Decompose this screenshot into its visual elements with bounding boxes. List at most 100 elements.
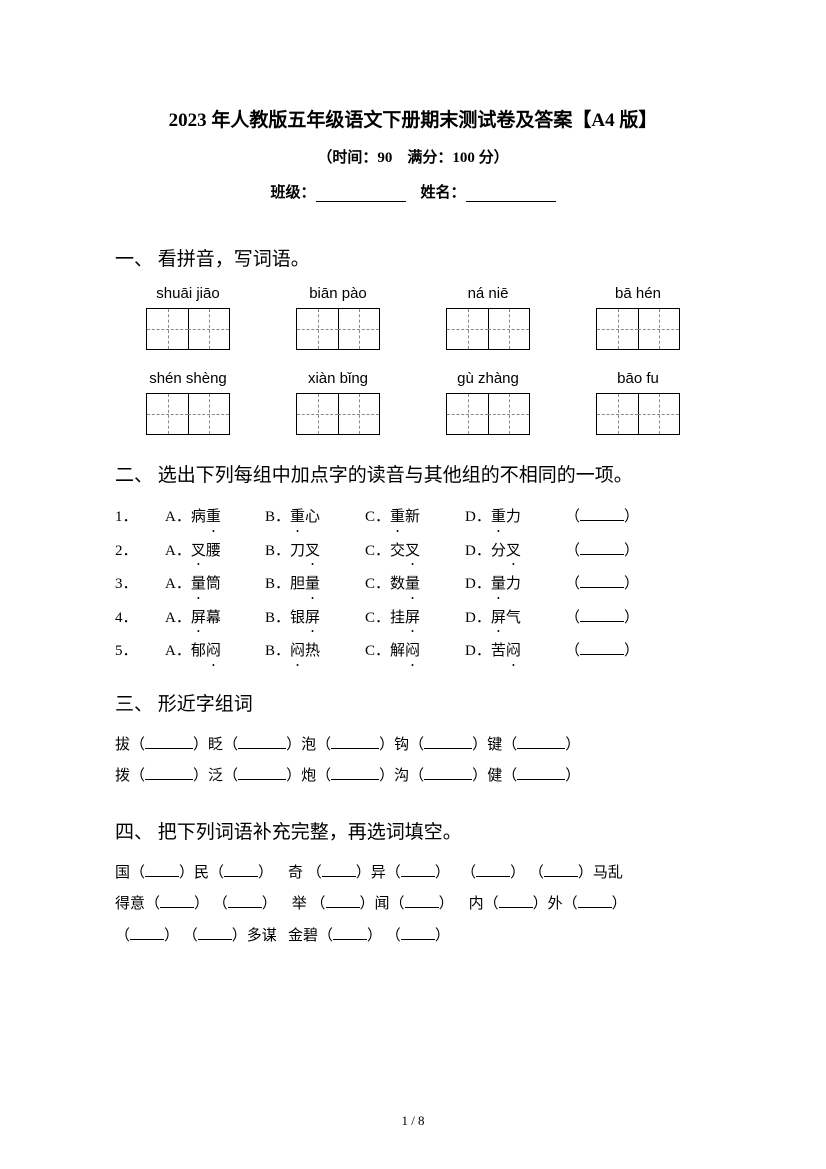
fill-blank[interactable] xyxy=(333,928,367,940)
fill-blank[interactable] xyxy=(401,928,435,940)
fill-blank[interactable] xyxy=(145,865,179,877)
q-option: A．叉腰 xyxy=(165,539,265,565)
class-blank[interactable] xyxy=(316,188,406,202)
word-blank[interactable]: 泡（） xyxy=(301,730,394,762)
section4-body: 国（）民（） 奇 （）异（） （） （）马乱 得意（） （） 举 （）闻（） 内… xyxy=(115,858,711,953)
q-option: B．胆量 xyxy=(265,572,365,598)
table-row: 1． A．病重 B．重心 C．重新 D．重力 （） xyxy=(115,505,711,531)
table-row: 3． A．量筒 B．胆量 C．数量 D．量力 （） xyxy=(115,572,711,598)
fill-blank[interactable] xyxy=(544,865,578,877)
fill-blank[interactable] xyxy=(130,928,164,940)
table-row: 4． A．屏幕 B．银屏 C．挂屏 D．屏气 （） xyxy=(115,606,711,632)
pinyin-section: shuāi jiāo biān pào ná niē bā hén shén s… xyxy=(115,285,711,435)
word-blank[interactable]: 键（） xyxy=(487,730,580,762)
q-num: 1． xyxy=(115,505,165,531)
fill-blank[interactable] xyxy=(322,865,356,877)
q-option: D．屏气 xyxy=(465,606,565,632)
char-input-box[interactable] xyxy=(146,393,230,435)
word-blank[interactable]: 健（） xyxy=(487,761,580,793)
q-option: B．重心 xyxy=(265,505,365,531)
fill-blank[interactable] xyxy=(198,928,232,940)
q-num: 2． xyxy=(115,539,165,565)
class-label: 班级： xyxy=(270,185,315,201)
pinyin-text: ná niē xyxy=(425,285,551,302)
answer-blank[interactable]: （） xyxy=(565,572,639,598)
q-option: B．银屏 xyxy=(265,606,365,632)
char-input-box[interactable] xyxy=(146,308,230,350)
word-blank[interactable]: 拔（） xyxy=(115,730,208,762)
char-input-box[interactable] xyxy=(296,393,380,435)
q-option: A．屏幕 xyxy=(165,606,265,632)
word-blank[interactable]: 泛（） xyxy=(208,761,301,793)
char-input-box[interactable] xyxy=(596,393,680,435)
word-blank[interactable]: 钩（） xyxy=(394,730,487,762)
char-input-box[interactable] xyxy=(446,393,530,435)
fill-blank[interactable] xyxy=(401,865,435,877)
q-num: 5． xyxy=(115,639,165,665)
word-blank[interactable]: 拨（） xyxy=(115,761,208,793)
pinyin-row-2: shén shèng xiàn bǐng gù zhàng bāo fu xyxy=(115,370,711,435)
q-option: D．苦闷 xyxy=(465,639,565,665)
q-num: 4． xyxy=(115,606,165,632)
answer-blank[interactable]: （） xyxy=(565,639,639,665)
answer-blank[interactable]: （） xyxy=(565,539,639,565)
fill-blank[interactable] xyxy=(224,865,258,877)
idiom-row: 国（）民（） 奇 （）异（） （） （）马乱 xyxy=(115,858,711,890)
section3-title: 三、 形近字组词 xyxy=(115,689,711,716)
q-option: A．郁闷 xyxy=(165,639,265,665)
q-num: 3． xyxy=(115,572,165,598)
pinyin-text: bā hén xyxy=(575,285,701,302)
section4-title: 四、 把下列词语补充完整，再选词填空。 xyxy=(115,817,711,844)
pinyin-row-1: shuāi jiāo biān pào ná niē bā hén xyxy=(115,285,711,350)
fill-blank[interactable] xyxy=(326,896,360,908)
page-number: 1 / 8 xyxy=(401,1113,424,1129)
word-blank[interactable]: 眨（） xyxy=(208,730,301,762)
fill-blank[interactable] xyxy=(405,896,439,908)
pinyin-text: biān pào xyxy=(275,285,401,302)
exam-subtitle: （时间：90 满分：100 分） xyxy=(115,146,711,167)
pinyin-text: gù zhàng xyxy=(425,370,551,387)
table-row: 5． A．郁闷 B．闷热 C．解闷 D．苦闷 （） xyxy=(115,639,711,665)
answer-blank[interactable]: （） xyxy=(565,505,639,531)
answer-blank[interactable]: （） xyxy=(565,606,639,632)
char-input-box[interactable] xyxy=(296,308,380,350)
char-input-box[interactable] xyxy=(446,308,530,350)
fill-blank[interactable] xyxy=(578,896,612,908)
q-option: C．解闷 xyxy=(365,639,465,665)
table-row: 拔（） 眨（） 泡（） 钩（） 键（） xyxy=(115,730,711,762)
student-info-line: 班级： 姓名： xyxy=(115,181,711,202)
section2-title: 二、 选出下列每组中加点字的读音与其他组的不相同的一项。 xyxy=(115,461,711,491)
fill-blank[interactable] xyxy=(228,896,262,908)
q-option: C．重新 xyxy=(365,505,465,531)
word-blank[interactable]: 沟（） xyxy=(394,761,487,793)
q-option: C．挂屏 xyxy=(365,606,465,632)
q-option: C．交叉 xyxy=(365,539,465,565)
section3-body: 拔（） 眨（） 泡（） 钩（） 键（） 拨（） 泛（） 炮（） 沟（） 健（） xyxy=(115,730,711,793)
word-blank[interactable]: 炮（） xyxy=(301,761,394,793)
idiom-row: （） （）多谋 金碧（） （） xyxy=(115,921,711,953)
fill-blank[interactable] xyxy=(160,896,194,908)
pinyin-text: xiàn bǐng xyxy=(275,370,401,387)
pinyin-text: bāo fu xyxy=(575,370,701,387)
q-option: D．分叉 xyxy=(465,539,565,565)
q-option: A．病重 xyxy=(165,505,265,531)
section1-title: 一、 看拼音，写词语。 xyxy=(115,244,711,271)
exam-title: 2023 年人教版五年级语文下册期末测试卷及答案【A4 版】 xyxy=(115,105,711,132)
q-option: D．重力 xyxy=(465,505,565,531)
name-blank[interactable] xyxy=(466,188,556,202)
table-row: 2． A．叉腰 B．刀叉 C．交叉 D．分叉 （） xyxy=(115,539,711,565)
name-label: 姓名： xyxy=(421,185,466,201)
section2-body: 1． A．病重 B．重心 C．重新 D．重力 （） 2． A．叉腰 B．刀叉 C… xyxy=(115,505,711,665)
fill-blank[interactable] xyxy=(499,896,533,908)
pinyin-text: shén shèng xyxy=(125,370,251,387)
table-row: 拨（） 泛（） 炮（） 沟（） 健（） xyxy=(115,761,711,793)
fill-blank[interactable] xyxy=(476,865,510,877)
idiom-row: 得意（） （） 举 （）闻（） 内（）外（） xyxy=(115,889,711,921)
q-option: D．量力 xyxy=(465,572,565,598)
q-option: C．数量 xyxy=(365,572,465,598)
q-option: B．闷热 xyxy=(265,639,365,665)
pinyin-text: shuāi jiāo xyxy=(125,285,251,302)
q-option: A．量筒 xyxy=(165,572,265,598)
q-option: B．刀叉 xyxy=(265,539,365,565)
char-input-box[interactable] xyxy=(596,308,680,350)
